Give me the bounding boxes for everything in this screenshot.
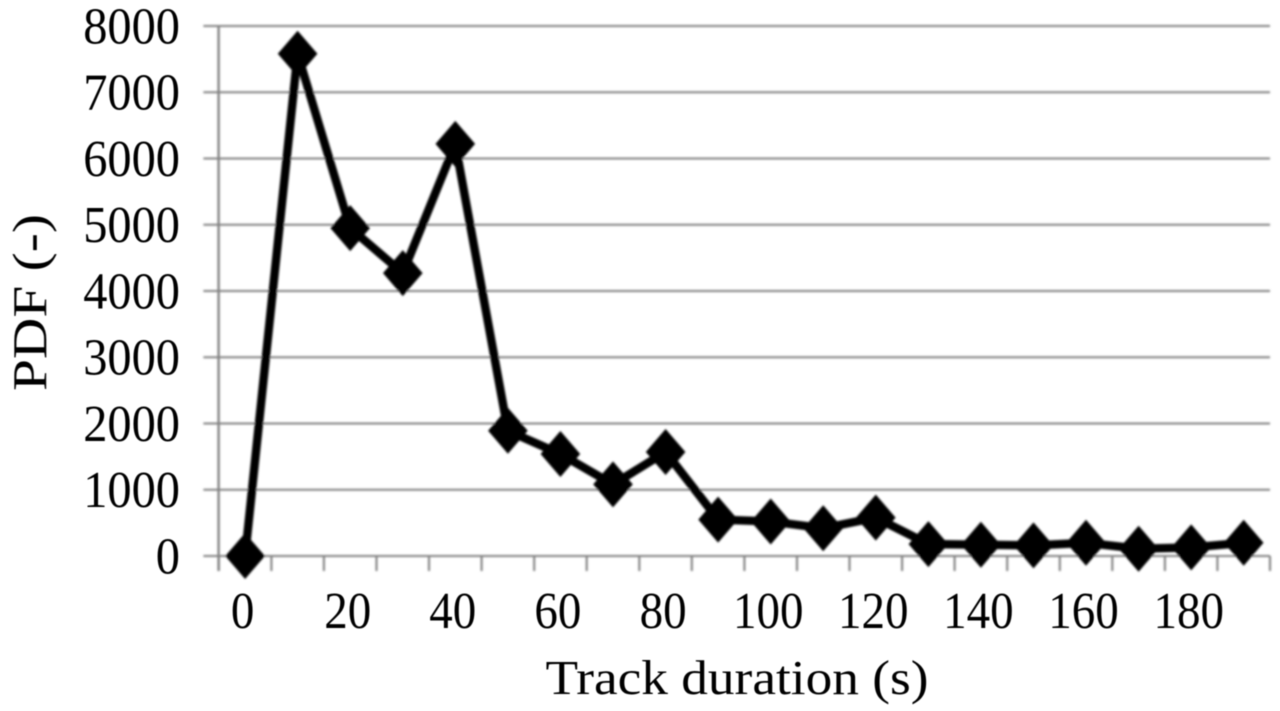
svg-text:140: 140 (943, 583, 1014, 640)
svg-text:1000: 1000 (83, 462, 180, 519)
svg-text:Track duration (s): Track duration (s) (546, 650, 929, 705)
svg-text:180: 180 (1153, 583, 1224, 640)
svg-text:60: 60 (534, 583, 581, 640)
svg-text:80: 80 (640, 583, 687, 640)
svg-text:100: 100 (733, 583, 804, 640)
svg-text:160: 160 (1048, 583, 1119, 640)
svg-text:7000: 7000 (83, 65, 180, 122)
svg-text:5000: 5000 (83, 197, 180, 254)
svg-text:0: 0 (231, 583, 255, 640)
svg-text:6000: 6000 (83, 131, 180, 188)
svg-text:20: 20 (324, 583, 371, 640)
svg-text:40: 40 (429, 583, 476, 640)
svg-text:8000: 8000 (83, 0, 180, 55)
svg-text:PDF (-): PDF (-) (2, 214, 57, 391)
svg-text:120: 120 (838, 583, 909, 640)
svg-text:0: 0 (156, 528, 180, 585)
svg-text:3000: 3000 (83, 330, 180, 387)
svg-text:4000: 4000 (83, 263, 180, 320)
svg-text:2000: 2000 (83, 396, 180, 453)
